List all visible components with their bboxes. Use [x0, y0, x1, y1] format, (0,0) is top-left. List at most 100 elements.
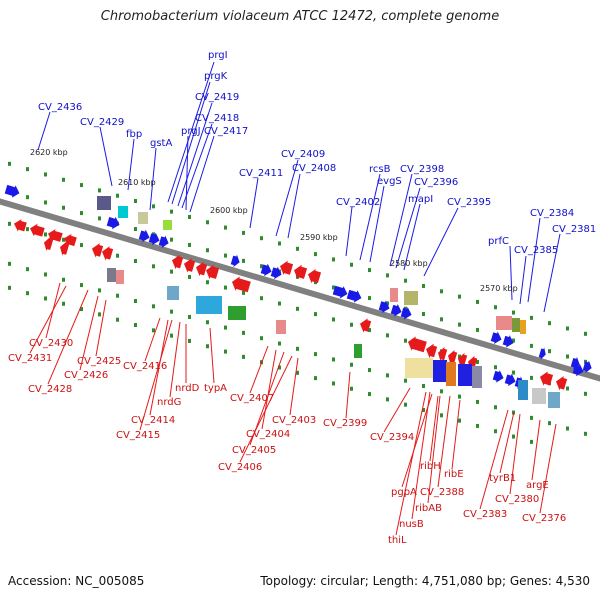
gene-label[interactable]: CV_2405 [232, 445, 276, 456]
gene-label[interactable]: CV_2436 [38, 102, 82, 113]
reverse-gene-arrow [408, 336, 427, 353]
gene-label[interactable]: gstA [150, 138, 172, 149]
leader-line [139, 319, 173, 431]
gene-label[interactable]: argE [526, 480, 549, 491]
gene-label[interactable]: CV_2428 [28, 384, 72, 395]
gene-box [163, 220, 172, 230]
gene-label[interactable]: CV_2414 [131, 415, 175, 426]
track-dot [98, 312, 101, 317]
gene-label[interactable]: typA [204, 383, 227, 394]
reverse-gene-arrow [60, 241, 70, 256]
gene-label[interactable]: nrdG [157, 397, 181, 408]
gene-label[interactable]: CV_2407 [230, 393, 274, 404]
track-dot [152, 304, 155, 309]
gene-label[interactable]: pgpA [391, 487, 417, 498]
track-dot [332, 381, 335, 386]
gene-label[interactable]: prgJ [181, 126, 201, 137]
gene-label[interactable]: CV_2404 [246, 429, 290, 440]
forward-gene-arrow [538, 347, 546, 360]
track-dot [278, 241, 281, 246]
gene-label[interactable]: CV_2394 [370, 432, 414, 443]
track-dot [44, 272, 47, 277]
track-dot [206, 320, 209, 325]
gene-label[interactable]: CV_2399 [323, 418, 367, 429]
track-dot [314, 376, 317, 381]
gene-label[interactable]: ribAB [415, 503, 442, 514]
gene-label[interactable]: rcsB [369, 164, 391, 175]
gene-label[interactable]: nrdD [175, 383, 200, 394]
track-dot [8, 285, 11, 290]
track-dot [206, 344, 209, 349]
reverse-gene-arrow [294, 264, 308, 280]
gene-label[interactable]: CV_2380 [495, 494, 539, 505]
leader-line [275, 159, 299, 237]
track-dot [62, 177, 65, 182]
gene-label[interactable]: CV_2383 [463, 509, 507, 520]
track-dot [350, 262, 353, 267]
track-dot [350, 322, 353, 327]
gene-label[interactable]: CV_2402 [336, 197, 380, 208]
gene-label[interactable]: CV_2388 [420, 487, 464, 498]
track-dot [134, 323, 137, 328]
gene-label[interactable]: CV_2425 [77, 356, 121, 367]
forward-gene-arrow [270, 266, 282, 280]
gene-label[interactable]: CV_2385 [514, 245, 558, 256]
gene-label[interactable]: CV_2406 [218, 462, 262, 473]
track-dot [242, 330, 245, 335]
gene-label[interactable]: prfC [488, 236, 509, 247]
gene-box [512, 318, 520, 332]
leader-line [249, 177, 259, 229]
leader-line [527, 217, 541, 303]
gene-label[interactable]: ribE [444, 469, 464, 480]
gene-box [107, 268, 116, 282]
track-dot [224, 225, 227, 230]
reverse-gene-arrow [14, 219, 27, 232]
gene-label[interactable]: nusB [399, 519, 424, 530]
gene-label[interactable]: CV_2419 [195, 92, 239, 103]
forward-gene-arrow [332, 285, 348, 299]
gene-label[interactable]: prgI [208, 50, 228, 61]
gene-box [228, 306, 246, 320]
gene-label[interactable]: CV_2430 [29, 338, 73, 349]
gene-label[interactable]: CV_2409 [281, 149, 325, 160]
gene-label[interactable]: evgS [377, 176, 402, 187]
track-dot [80, 283, 83, 288]
gene-arrow-shape [492, 370, 504, 383]
gene-label[interactable]: CV_2396 [414, 177, 458, 188]
gene-label[interactable]: CV_2431 [8, 353, 52, 364]
gene-label[interactable]: thiL [388, 535, 407, 546]
gene-label[interactable]: CV_2403 [272, 415, 316, 426]
gene-label[interactable]: CV_2415 [116, 430, 160, 441]
gene-box [97, 196, 111, 210]
gene-label[interactable]: CV_2416 [123, 361, 167, 372]
gene-label[interactable]: CV_2381 [552, 224, 596, 235]
gene-label[interactable]: CV_2398 [400, 164, 444, 175]
gene-label[interactable]: CV_2395 [447, 197, 491, 208]
gene-label[interactable]: prgK [204, 71, 228, 82]
leader-line [289, 357, 299, 416]
gene-label[interactable]: CV_2429 [80, 117, 124, 128]
track-dot [314, 352, 317, 357]
leader-line [401, 393, 433, 488]
track-dot [404, 338, 407, 343]
track-dot [44, 232, 47, 237]
gene-label[interactable]: CV_2426 [64, 370, 108, 381]
gene-label[interactable]: CV_2408 [292, 163, 336, 174]
gene-label[interactable]: CV_2411 [239, 168, 283, 179]
leader-line [171, 81, 211, 205]
gene-label[interactable]: fbp [126, 129, 142, 140]
track-dot [206, 220, 209, 225]
gene-label[interactable]: CV_2418 [195, 113, 239, 124]
gene-label[interactable]: CV_2376 [522, 513, 566, 524]
track-dot [296, 346, 299, 351]
gene-label[interactable]: CV_2384 [530, 208, 574, 219]
gene-label[interactable]: tyrB1 [489, 473, 516, 484]
leader-line [423, 207, 459, 277]
gene-label[interactable]: ribH [420, 461, 441, 472]
gene-label[interactable]: mapI [408, 194, 433, 205]
track-dot [260, 296, 263, 301]
track-dot [440, 389, 443, 394]
gene-label[interactable]: CV_2417 [204, 126, 248, 137]
map-title: Chromobacterium violaceum ATCC 12472, co… [100, 9, 500, 24]
